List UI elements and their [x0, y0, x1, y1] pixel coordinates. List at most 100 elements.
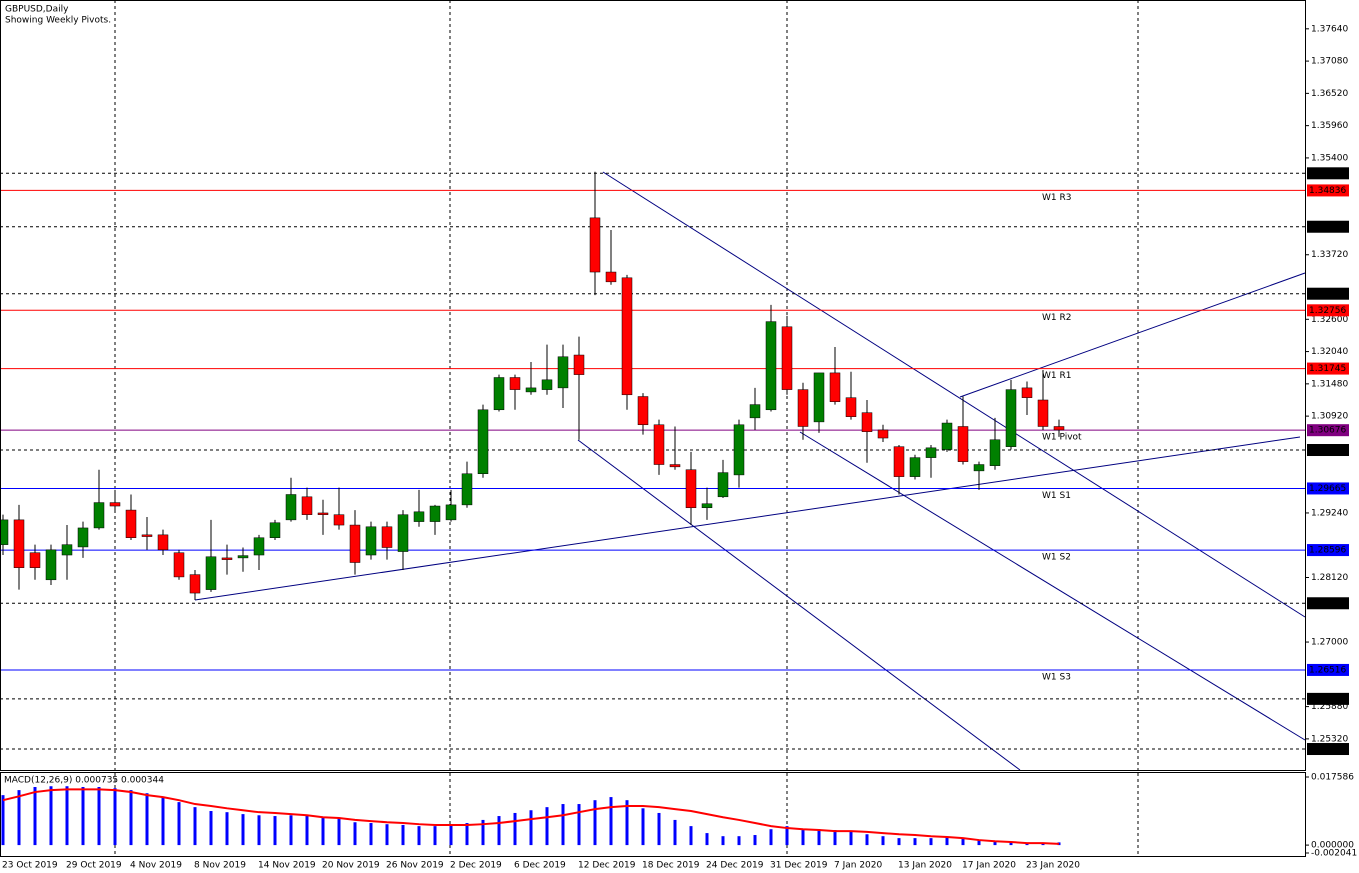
macd-bar: [193, 807, 197, 846]
level-label-box: [1307, 482, 1349, 495]
candle-body: [1053, 426, 1065, 431]
macd-bar: [561, 804, 565, 846]
candle-body: [861, 412, 873, 432]
level-label: 1.30332: [1309, 446, 1346, 456]
candle-body: [973, 464, 985, 472]
macd-bar: [961, 838, 965, 846]
macd-bar: [513, 812, 517, 846]
x-tick-label: 13 Jan 2020: [898, 861, 952, 871]
y-tick-label: 1.36520: [1311, 89, 1348, 99]
candle-body: [253, 537, 265, 556]
candle-body: [797, 389, 809, 427]
level-label-box: [1307, 362, 1349, 375]
x-tick-label: 8 Nov 2019: [194, 861, 246, 871]
macd-panel-frame: [0, 772, 1306, 857]
x-tick-label: 31 Dec 2019: [770, 861, 828, 871]
macd-bar: [721, 836, 725, 846]
x-tick-label: 24 Dec 2019: [706, 861, 764, 871]
level-label-box: [1307, 544, 1349, 557]
price-panel-frame: [0, 0, 1306, 771]
macd-bar: [577, 804, 581, 846]
chart-subtitle: Showing Weekly Pivots.: [5, 16, 111, 26]
x-tick-label: 17 Jan 2020: [962, 861, 1016, 871]
macd-bar: [289, 815, 293, 846]
y-tick-label: 1.30920: [1311, 412, 1348, 422]
candle-body: [237, 555, 249, 559]
macd-bar: [593, 800, 597, 846]
level-label: 1.34206: [1309, 222, 1346, 232]
y-tick-label: 1.27000: [1311, 638, 1348, 648]
candle-body: [285, 494, 297, 521]
candle-body: [589, 217, 601, 273]
macd-bar: [737, 836, 741, 846]
candle-body: [61, 544, 73, 556]
x-tick-label: 2 Dec 2019: [450, 861, 502, 871]
macd-bar: [33, 787, 37, 846]
macd-bar: [993, 841, 997, 846]
candle-body: [461, 473, 473, 506]
y-tick-label: 1.25880: [1311, 702, 1348, 712]
candle-body: [173, 552, 185, 578]
macd-bar: [449, 824, 453, 846]
candle-body: [429, 505, 441, 522]
macd-bar: [497, 816, 501, 846]
y-tick-label: 1.33720: [1311, 250, 1348, 260]
support-line: [194, 436, 1301, 601]
level-label-box: [1307, 287, 1349, 300]
plot: 1.37640 1.37080 1.36520 1.35960 1.35400 1.337…: [0, 24, 1357, 871]
candle-body: [0, 519, 9, 545]
candle-body: [781, 326, 793, 390]
candle-body: [1021, 387, 1033, 398]
candle-body: [1037, 399, 1049, 427]
channel-line: [602, 171, 1306, 618]
macd-bar: [657, 812, 661, 846]
candle-body: [685, 469, 697, 509]
level-label: 1.33044: [1309, 289, 1346, 299]
candle-body: [877, 429, 889, 439]
candle-body: [957, 426, 969, 462]
x-tick-label: 14 Nov 2019: [258, 861, 316, 871]
macd-bar: [945, 836, 949, 846]
level-name: W1 R2: [1042, 313, 1071, 323]
macd-bar: [49, 786, 53, 846]
macd-bar: [977, 840, 981, 846]
macd-bar: [881, 836, 885, 846]
candle-body: [557, 356, 569, 389]
macd-bar: [225, 812, 229, 846]
candle-body: [765, 321, 777, 411]
candle-body: [525, 387, 537, 393]
candle-body: [477, 409, 489, 475]
level-label-box: [1307, 663, 1349, 676]
macd-title: MACD(12,26,9) 0.000735 0.000344: [4, 776, 164, 786]
macd-bar: [433, 826, 437, 846]
trend-lines: [194, 171, 1306, 771]
macd-bar: [129, 790, 133, 846]
macd-bar: [625, 800, 629, 846]
macd-bar: [913, 838, 917, 846]
level-name: W1 Pivot: [1042, 433, 1082, 443]
macd-bar: [785, 826, 789, 846]
macd-bar: [65, 786, 69, 846]
macd-bar: [257, 815, 261, 846]
macd-bar: [865, 834, 869, 846]
candle-body: [93, 502, 105, 529]
candle-body: [829, 372, 841, 402]
macd-bar: [97, 787, 101, 846]
macd-bar: [353, 822, 357, 846]
candle-body: [493, 377, 505, 411]
macd-bar: [609, 797, 613, 846]
macd-bar: [241, 814, 245, 846]
macd-bar: [465, 823, 469, 846]
macd-bar: [1009, 841, 1013, 846]
x-tick-label: 18 Dec 2019: [642, 861, 700, 871]
candle-body: [397, 514, 409, 552]
candle-body: [733, 424, 745, 476]
candle-body: [925, 447, 937, 458]
channel-line: [577, 439, 1021, 771]
level-label: 1.30676: [1309, 426, 1346, 436]
y-tick-label: 1.37080: [1311, 57, 1348, 67]
candle-body: [381, 526, 393, 548]
candle-body: [893, 446, 905, 477]
macd-bar: [1, 795, 5, 846]
